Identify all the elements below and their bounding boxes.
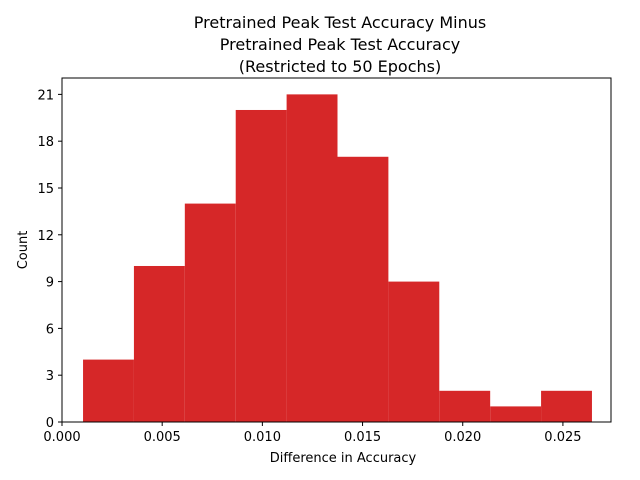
y-tick-label: 9 [46,276,54,291]
histogram-bar [83,359,134,422]
histogram-bar [439,390,491,422]
x-tick-label: 0.020 [444,430,481,445]
y-axis-ticks: 0 3 6 9 12 15 18 21 [37,88,62,431]
histogram-bar [286,94,338,422]
histogram-bars [83,94,592,422]
x-axis-ticks: 0.000 0.005 0.010 0.015 0.020 0.025 [43,422,582,445]
y-tick-label: 3 [46,369,54,384]
histogram-bar [490,406,542,422]
x-tick-label: 0.000 [43,430,80,445]
x-tick-label: 0.005 [144,430,181,445]
histogram-bar [337,156,389,422]
histogram-bar [541,390,592,422]
x-axis-label: Difference in Accuracy [270,451,417,466]
x-tick-label: 0.025 [544,430,581,445]
y-tick-label: 15 [37,182,54,197]
y-axis-label: Count [16,231,31,270]
y-tick-label: 18 [37,135,54,150]
histogram-bar [133,265,185,422]
histogram-bar [388,281,440,422]
chart-title-line-2: Pretrained Peak Test Accuracy [220,35,460,54]
y-tick-label: 21 [37,88,54,103]
histogram-bar [184,203,236,422]
y-tick-label: 6 [46,322,54,337]
chart-title-line-3: (Restricted to 50 Epochs) [239,57,441,76]
x-tick-label: 0.015 [344,430,381,445]
x-tick-label: 0.010 [244,430,281,445]
histogram-bar [235,109,287,422]
y-tick-label: 12 [37,229,54,244]
plot-frame [61,77,612,423]
chart-title-line-1: Pretrained Peak Test Accuracy Minus [194,13,486,32]
y-tick-label: 0 [46,416,54,431]
